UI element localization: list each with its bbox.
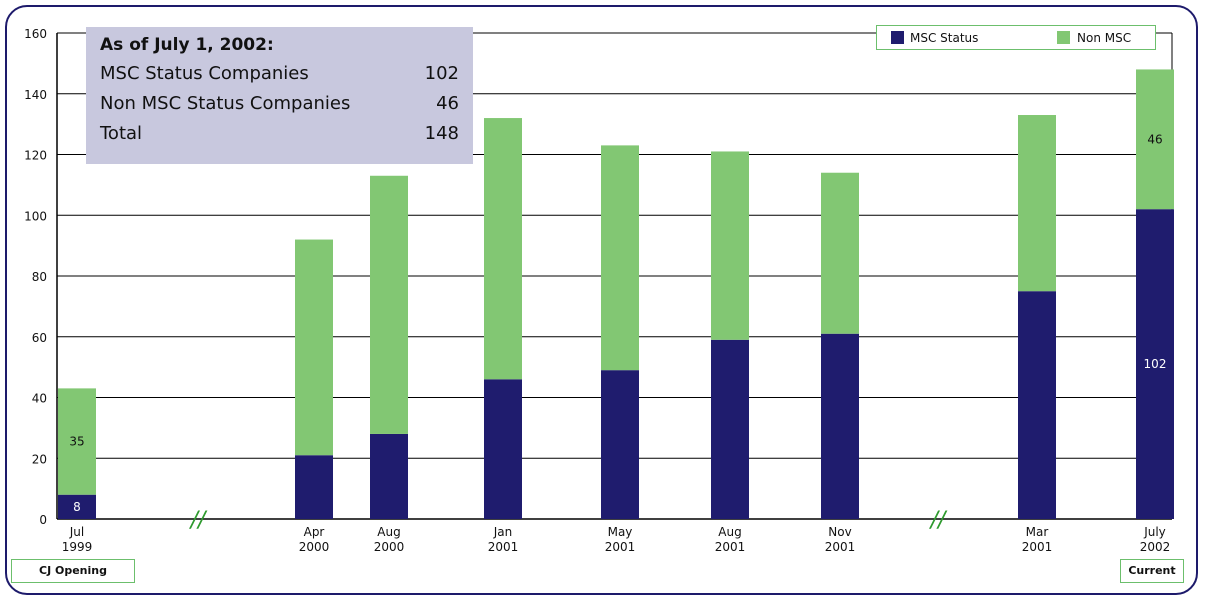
data-label-non-msc: 46 (1147, 132, 1162, 146)
bar-msc-status (295, 455, 333, 519)
x-tick-label-month: May (608, 525, 633, 539)
bar-non-msc (1136, 69, 1174, 210)
y-tick-label: 40 (32, 392, 47, 406)
bar-msc-status (711, 339, 749, 519)
x-tick-label-year: 2000 (299, 540, 330, 554)
x-tick-label-year: 2001 (488, 540, 519, 554)
x-tick-label-month: Aug (377, 525, 400, 539)
bar-non-msc (295, 239, 333, 456)
bar-non-msc (1018, 115, 1056, 292)
x-tick-label-year: 2001 (605, 540, 636, 554)
bar-msc-status (821, 333, 859, 519)
y-tick-label: 80 (32, 270, 47, 284)
bar-msc-status (1136, 209, 1174, 520)
summary-label: Total (100, 123, 143, 144)
bar-msc-status (58, 494, 96, 519)
chart-frame (5, 5, 1198, 595)
summary-value: 46 (436, 93, 459, 114)
axis-break-mark: // (929, 508, 948, 533)
data-label-non-msc: 35 (69, 435, 84, 449)
summary-row-msc: MSC Status Companies 102 (100, 59, 459, 89)
bar-non-msc (484, 118, 522, 380)
legend-label-non-msc: Non MSC (1077, 31, 1132, 45)
data-label-msc: 102 (1144, 357, 1167, 371)
x-tick-label-year: 2001 (1022, 540, 1053, 554)
summary-title: As of July 1, 2002: (100, 35, 274, 55)
x-tick-label-year: 2002 (1140, 540, 1171, 554)
legend-swatch-non-msc (1057, 31, 1070, 44)
legend-label-msc: MSC Status (910, 31, 979, 45)
y-tick-label: 60 (32, 331, 47, 345)
x-tick-label-year: 1999 (62, 540, 93, 554)
x-tick-label-year: 2001 (715, 540, 746, 554)
x-tick-label-month: Nov (828, 525, 851, 539)
y-tick-label: 160 (24, 27, 47, 41)
summary-row-total: Total 148 (100, 119, 459, 149)
y-tick-label: 0 (39, 513, 47, 527)
bar-non-msc (821, 172, 859, 334)
data-label-msc: 8 (73, 500, 81, 514)
summary-value: 102 (424, 63, 459, 84)
bar-non-msc (601, 145, 639, 371)
x-tick-label-month: Jan (493, 525, 513, 539)
y-tick-label: 100 (24, 209, 47, 223)
bar-msc-status (601, 370, 639, 519)
x-tick-label-month: Jul (69, 525, 84, 539)
x-tick-label-year: 2000 (374, 540, 405, 554)
x-tick-label-month: Mar (1026, 525, 1049, 539)
current-label: Current (1120, 559, 1184, 583)
summary-label: Non MSC Status Companies (100, 93, 351, 114)
x-tick-label-month: July (1143, 525, 1166, 539)
bar-msc-status (484, 379, 522, 519)
bar-non-msc (711, 151, 749, 340)
bar-msc-status (1018, 291, 1056, 519)
axis-break-mark: // (189, 508, 208, 533)
y-tick-label: 20 (32, 452, 47, 466)
x-tick-label-month: Apr (304, 525, 325, 539)
x-tick-label-year: 2001 (825, 540, 856, 554)
y-tick-label: 120 (24, 149, 47, 163)
y-tick-label: 140 (24, 88, 47, 102)
summary-row-non-msc: Non MSC Status Companies 46 (100, 89, 459, 119)
legend-swatch-msc (891, 31, 904, 44)
summary-label: MSC Status Companies (100, 63, 309, 84)
summary-value: 148 (424, 123, 459, 144)
x-tick-label-month: Aug (718, 525, 741, 539)
summary-box: As of July 1, 2002: MSC Status Companies… (86, 27, 473, 164)
bar-non-msc (370, 175, 408, 434)
legend: MSC Status Non MSC (876, 25, 1156, 50)
bar-msc-status (370, 433, 408, 519)
bar-non-msc (58, 388, 96, 495)
cj-opening-label: CJ Opening (11, 559, 135, 583)
